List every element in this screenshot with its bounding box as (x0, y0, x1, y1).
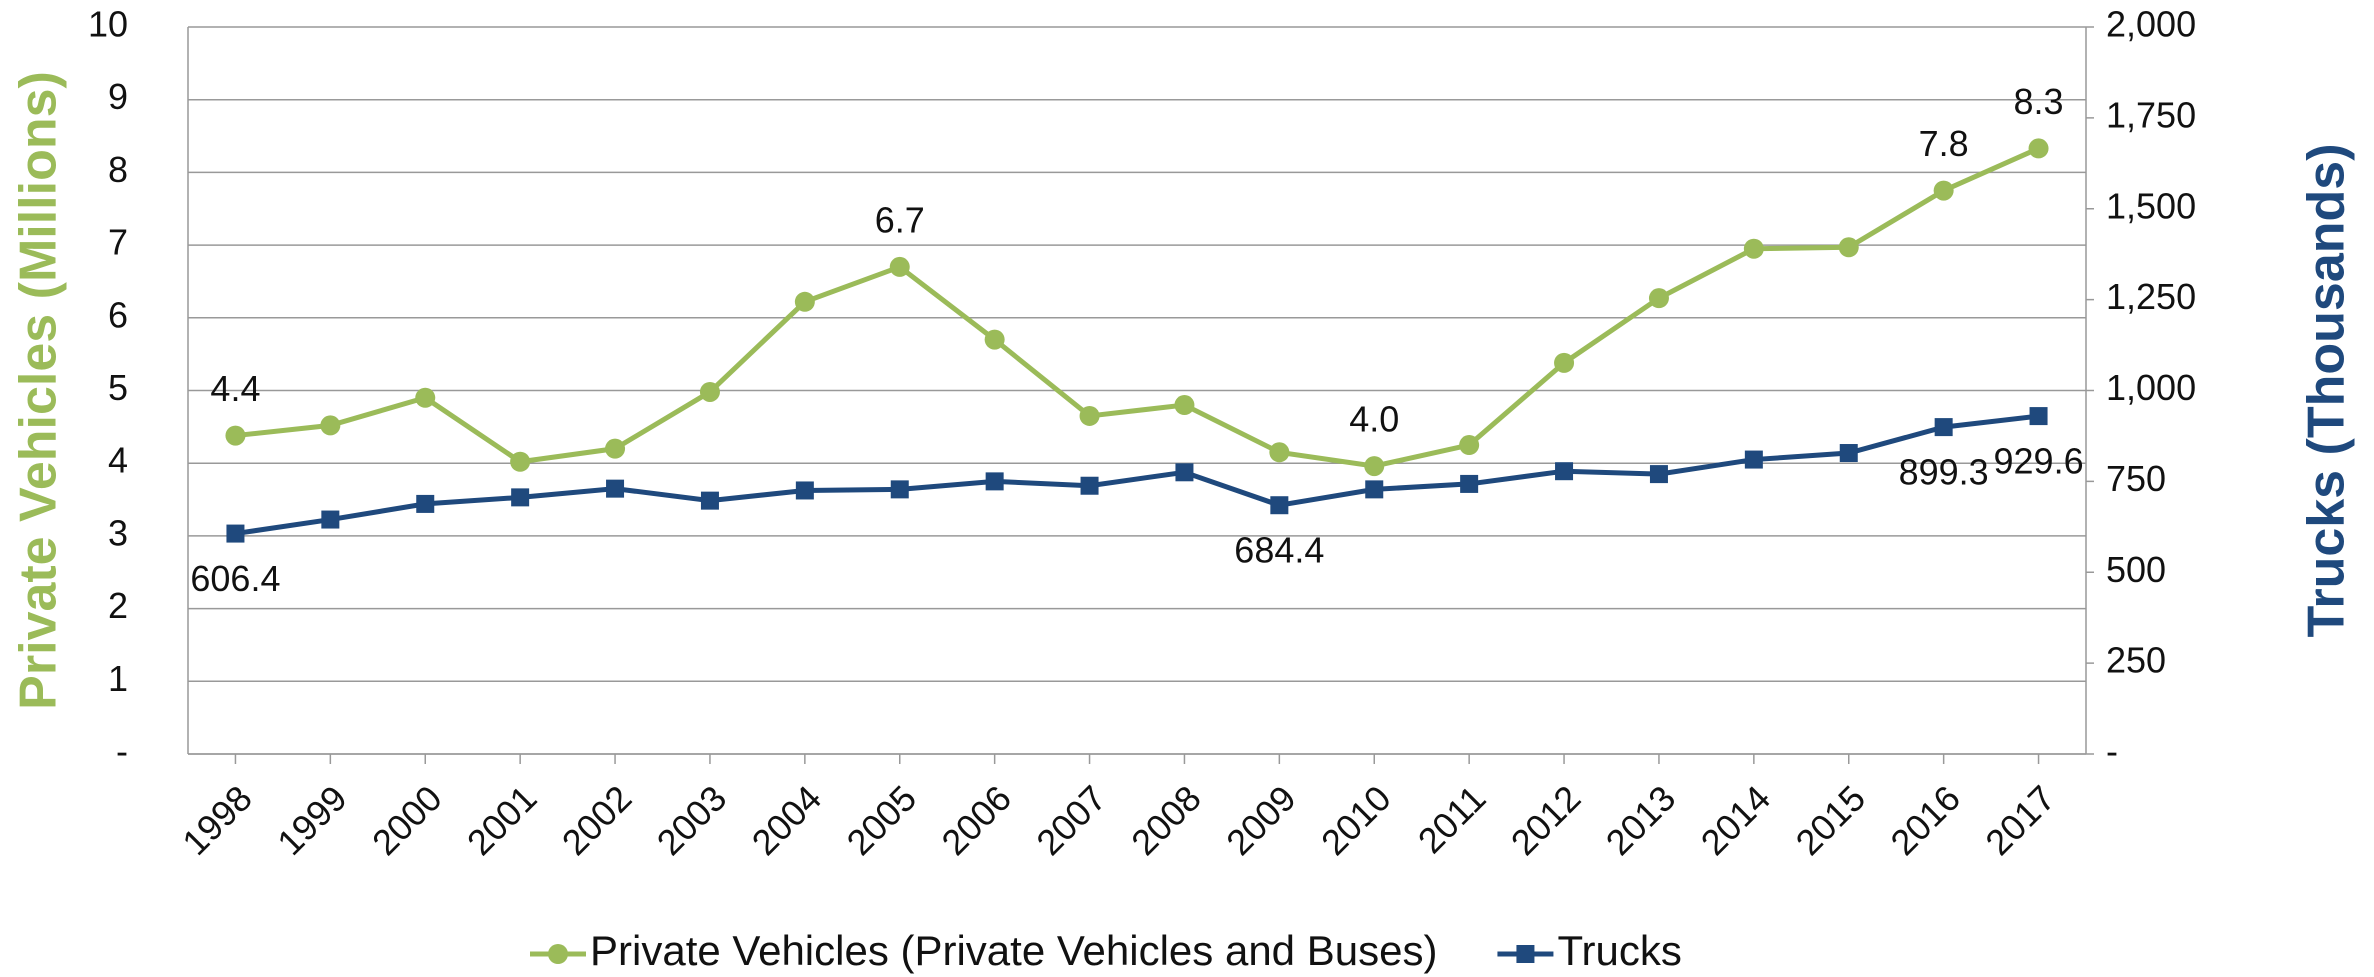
series-line (235, 146, 2040, 469)
x-tick-label: 2005 (839, 777, 925, 863)
x-tick-label: 2002 (554, 777, 640, 863)
x-tick-label: 2012 (1503, 777, 1589, 863)
y2-tick-label: 2,000 (2106, 4, 2196, 45)
point (1459, 435, 1480, 456)
y-tick-label: 8 (108, 149, 128, 190)
point (1174, 395, 1195, 416)
point (795, 481, 814, 500)
point (415, 387, 436, 408)
point (890, 480, 909, 499)
y2-tick-label: - (2106, 731, 2118, 772)
point (1364, 456, 1385, 477)
point (1460, 474, 1479, 493)
x-tick-label: 2001 (459, 777, 545, 863)
x-tick-label: 2009 (1218, 777, 1304, 863)
data-label: 4.4 (210, 368, 260, 409)
y-tick-label: 4 (108, 440, 128, 481)
point (226, 524, 245, 543)
point (1079, 405, 1100, 426)
x-tick-label: 2003 (649, 777, 735, 863)
data-label: 899.3 (1899, 452, 1989, 493)
legend-marker (548, 944, 568, 964)
data-label: 606.4 (190, 558, 280, 599)
x-tick-label: 2006 (933, 777, 1019, 863)
y2-axis-title: Trucks (Thousands) (2298, 143, 2356, 637)
y2-tick-label: 1,250 (2106, 276, 2196, 317)
point (416, 494, 435, 513)
y2-tick-label: 750 (2106, 458, 2166, 499)
y-tick-label: 6 (108, 294, 128, 335)
y-tick-label: - (116, 731, 128, 772)
data-label: 7.8 (1919, 123, 1969, 164)
point (700, 491, 719, 510)
x-tick-label: 2008 (1123, 777, 1209, 863)
y-tick-label: 10 (88, 4, 128, 45)
y2-tick-label: 1,000 (2106, 367, 2196, 408)
point (511, 488, 530, 507)
data-label: 684.4 (1234, 530, 1324, 571)
point (794, 291, 815, 312)
x-tick-label: 2011 (1410, 777, 1494, 861)
point (2028, 138, 2049, 159)
x-tick-label: 2010 (1313, 777, 1399, 863)
point (1743, 238, 1764, 259)
point (605, 438, 626, 459)
point (1175, 463, 1194, 482)
y-tick-label: 1 (108, 658, 128, 699)
point (320, 415, 341, 436)
point (889, 256, 910, 277)
point (2029, 407, 2048, 426)
point (985, 472, 1004, 491)
legend-marker (1516, 945, 1535, 963)
y-tick-label: 5 (108, 367, 128, 408)
point (1365, 480, 1384, 499)
point (1649, 465, 1668, 484)
y-tick-label: 7 (108, 222, 128, 263)
data-label: 4.0 (1349, 399, 1399, 440)
x-tick-label: 1998 (174, 777, 260, 863)
point (1838, 237, 1859, 258)
series-line (235, 413, 2039, 537)
x-tick-label: 2000 (364, 777, 450, 863)
x-tick-label: 2014 (1693, 777, 1779, 863)
y-tick-label: 2 (108, 585, 128, 626)
x-tick-label: 2017 (1977, 777, 2063, 863)
point (606, 479, 625, 498)
point (1839, 444, 1858, 463)
y-tick-label: 3 (108, 512, 128, 553)
point (984, 329, 1005, 350)
point (1554, 352, 1575, 373)
x-tick-label: 2016 (1882, 777, 1968, 863)
point (1744, 450, 1763, 469)
point (321, 510, 340, 529)
point (1080, 476, 1099, 495)
x-tick-label: 1999 (269, 777, 355, 863)
data-label: 8.3 (2014, 81, 2064, 122)
y2-tick-label: 1,750 (2106, 94, 2196, 135)
x-tick-label: 2013 (1598, 777, 1684, 863)
point (510, 451, 531, 472)
point (225, 425, 246, 446)
point (699, 381, 720, 402)
y2-tick-label: 250 (2106, 640, 2166, 681)
legend-label: Private Vehicles (Private Vehicles and B… (590, 927, 1437, 974)
x-tick-label: 2004 (744, 777, 830, 863)
x-tick-label: 2015 (1788, 777, 1874, 863)
point (1269, 442, 1290, 463)
y2-tick-label: 1,500 (2106, 185, 2196, 226)
x-tick-label: 2007 (1028, 777, 1114, 863)
y2-tick-label: 500 (2106, 549, 2166, 590)
point (1270, 496, 1289, 515)
point (1934, 418, 1953, 437)
point (1555, 462, 1574, 481)
point (1933, 180, 1954, 201)
y-axis-title: Private Vehicles (Millions) (10, 71, 68, 710)
legend-label: Trucks (1557, 927, 1681, 974)
data-label: 929.6 (1994, 441, 2084, 482)
y-tick-label: 9 (108, 76, 128, 117)
data-label: 6.7 (875, 199, 925, 240)
point (1648, 288, 1669, 309)
